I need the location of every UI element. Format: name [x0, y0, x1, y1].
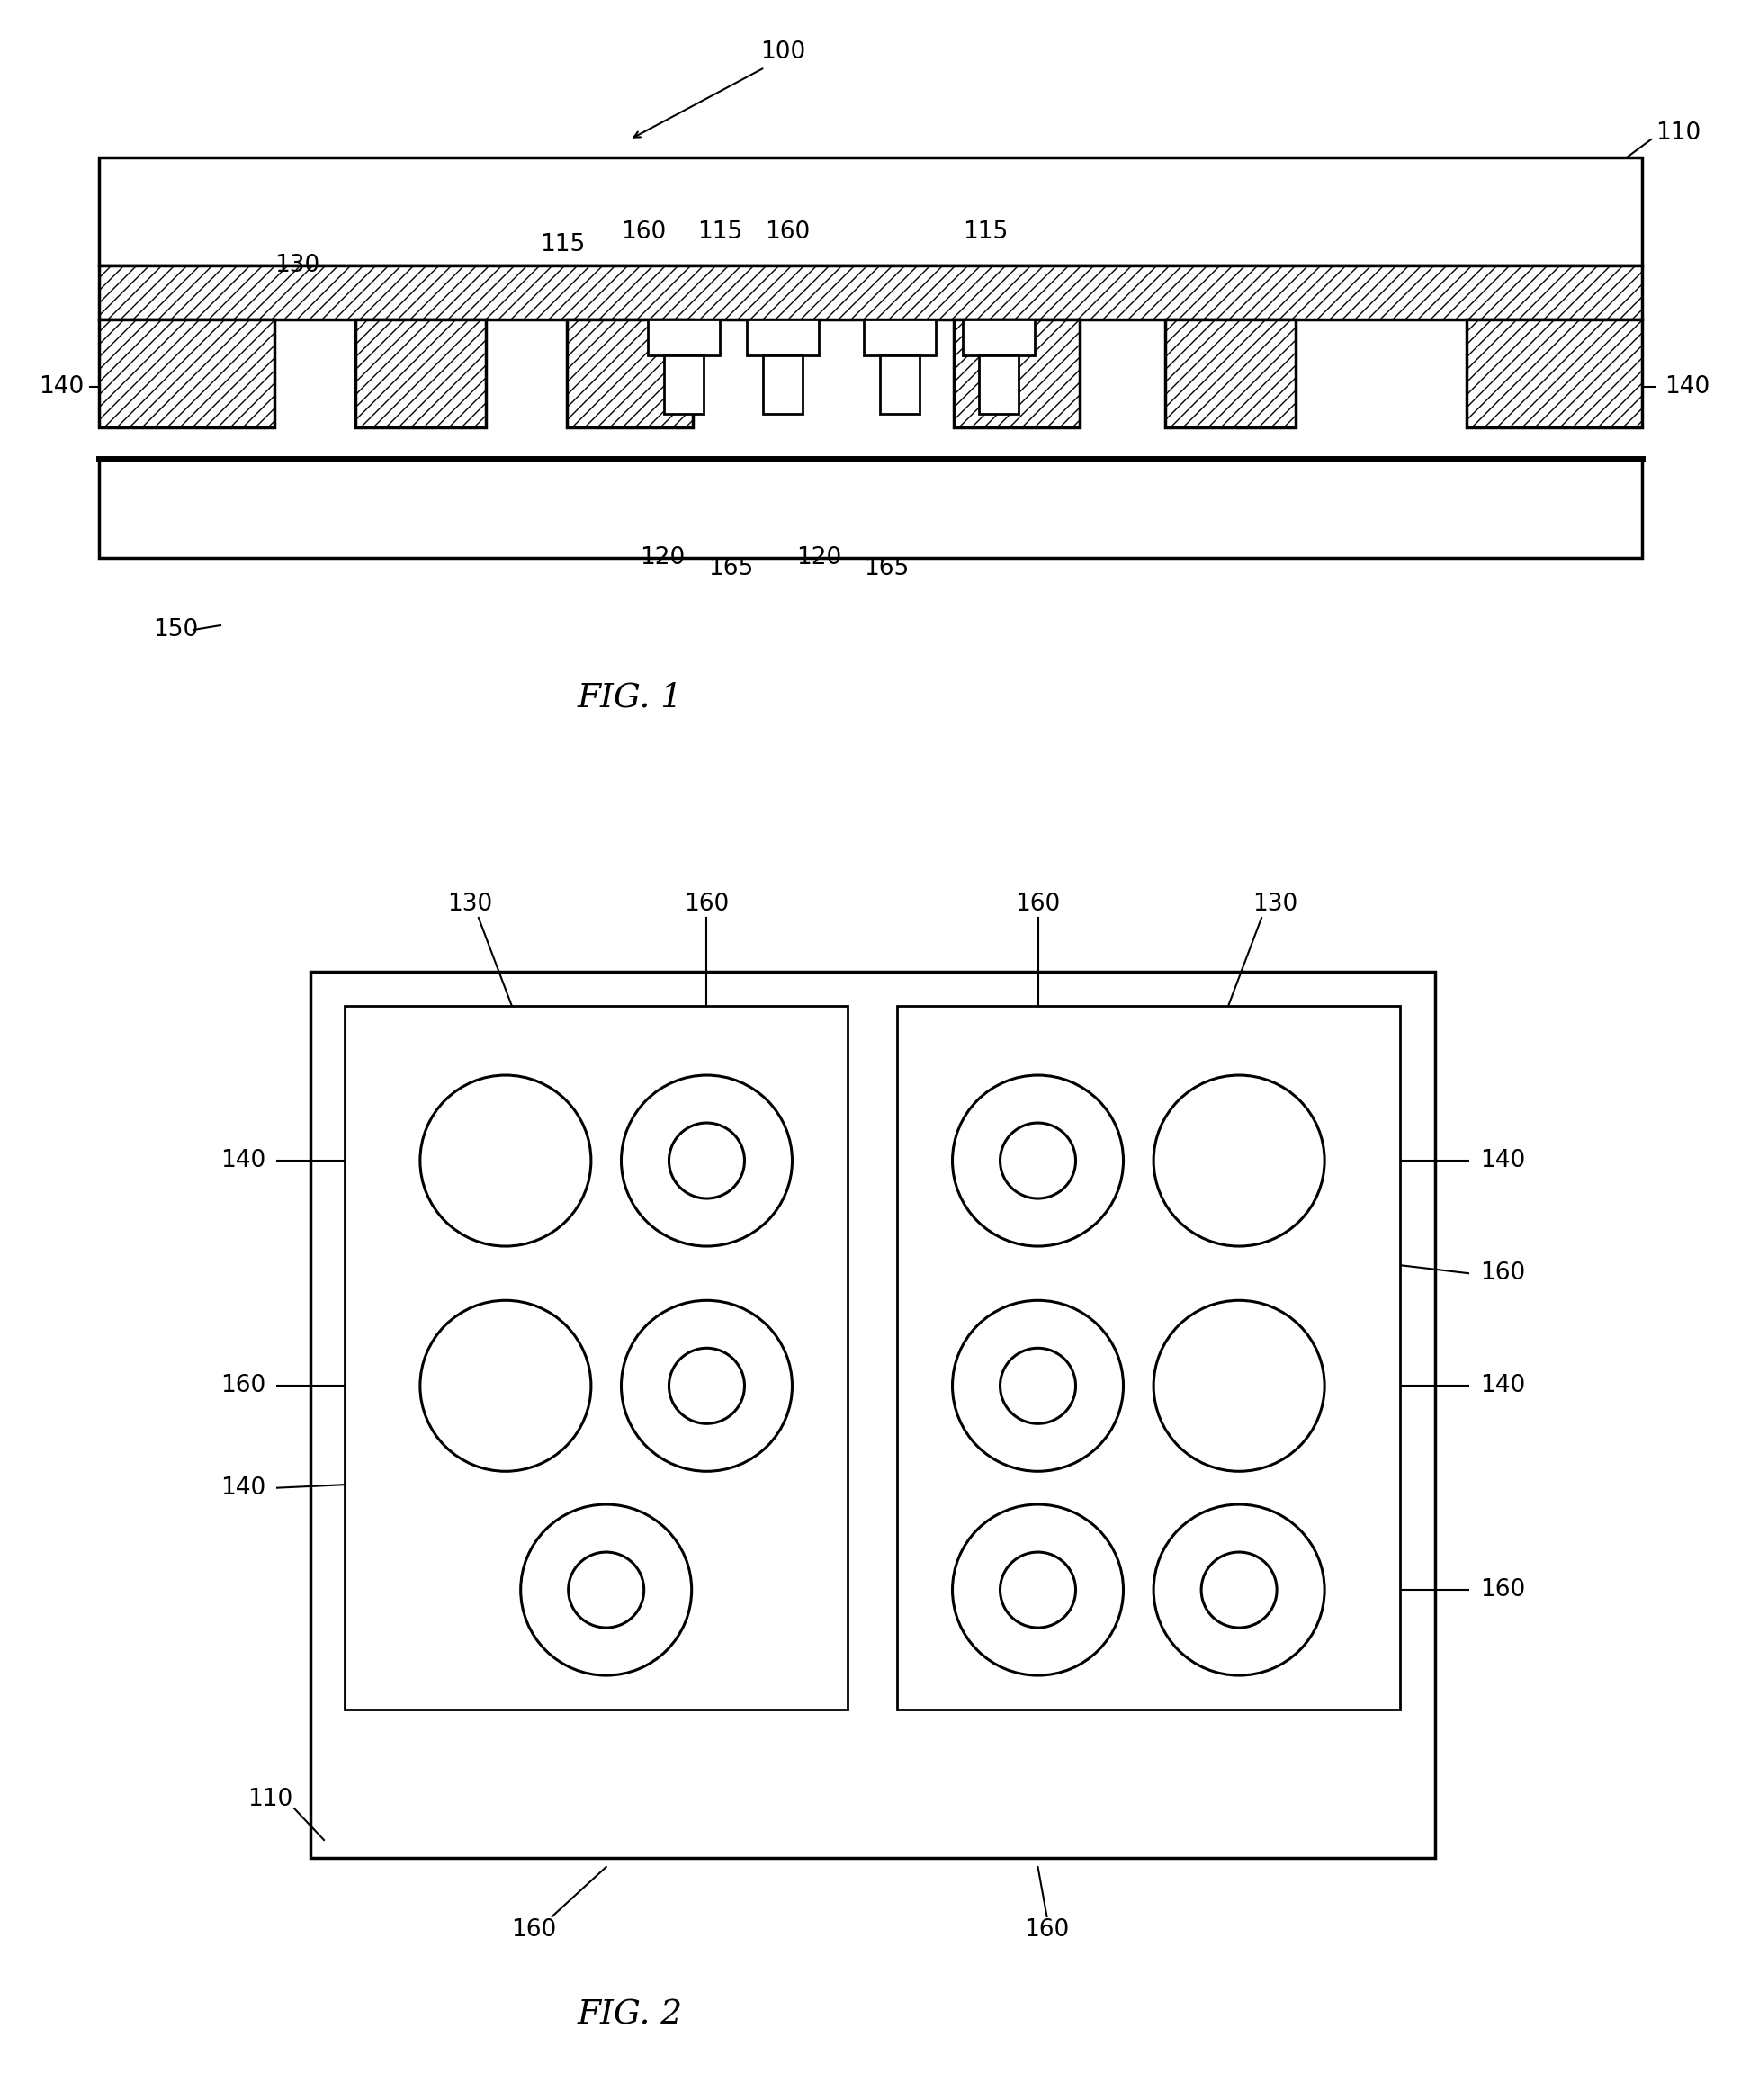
Bar	[897, 1006, 1400, 1709]
Text: 160: 160	[221, 1373, 266, 1399]
Bar	[1165, 319, 1295, 428]
Bar	[663, 355, 703, 414]
Circle shape	[622, 1300, 792, 1472]
Text: 160: 160	[764, 220, 810, 244]
Text: 100: 100	[761, 40, 806, 63]
Bar	[99, 158, 1642, 265]
Circle shape	[1154, 1504, 1325, 1676]
Text: FIG. 1: FIG. 1	[576, 680, 682, 714]
Text: 140: 140	[1480, 1149, 1525, 1172]
Circle shape	[420, 1075, 590, 1245]
Text: FIG. 2: FIG. 2	[576, 1999, 682, 2031]
Circle shape	[1154, 1300, 1325, 1472]
Text: 160: 160	[512, 1917, 557, 1942]
Text: 140: 140	[1664, 376, 1710, 399]
Circle shape	[999, 1124, 1076, 1199]
Bar	[99, 319, 275, 428]
Text: 110: 110	[1656, 122, 1701, 145]
Text: 160: 160	[684, 892, 729, 916]
Circle shape	[999, 1348, 1076, 1424]
Text: 120: 120	[639, 546, 684, 569]
Bar	[763, 355, 803, 414]
Circle shape	[1201, 1552, 1276, 1628]
Text: 140: 140	[38, 376, 84, 399]
Bar	[345, 1006, 848, 1709]
Text: 110: 110	[247, 1787, 292, 1810]
Circle shape	[521, 1504, 691, 1676]
Bar	[963, 319, 1034, 355]
Text: 140: 140	[221, 1149, 266, 1172]
Bar	[99, 265, 1642, 319]
Bar	[864, 319, 935, 355]
Bar	[1466, 319, 1642, 428]
Circle shape	[669, 1348, 745, 1424]
Circle shape	[952, 1300, 1123, 1472]
Text: 165: 165	[709, 556, 754, 580]
Text: 160: 160	[1480, 1262, 1525, 1285]
Text: 160: 160	[1015, 892, 1060, 916]
Bar	[568, 319, 693, 428]
Text: 115: 115	[963, 220, 1008, 244]
Text: 165: 165	[864, 556, 909, 580]
Bar	[310, 972, 1435, 1859]
Circle shape	[952, 1075, 1123, 1245]
Text: 150: 150	[153, 617, 198, 640]
Circle shape	[420, 1300, 590, 1472]
Circle shape	[669, 1124, 745, 1199]
Text: 115: 115	[540, 233, 585, 256]
Circle shape	[568, 1552, 644, 1628]
Circle shape	[952, 1504, 1123, 1676]
Circle shape	[999, 1552, 1076, 1628]
Text: 160: 160	[1480, 1579, 1525, 1602]
Text: 160: 160	[622, 220, 665, 244]
Bar	[978, 355, 1018, 414]
Bar	[954, 319, 1079, 428]
Circle shape	[622, 1075, 792, 1245]
Text: 130: 130	[1252, 892, 1297, 916]
Text: 160: 160	[1024, 1917, 1069, 1942]
Text: 130: 130	[275, 254, 320, 277]
Text: 120: 120	[796, 546, 841, 569]
Text: 130: 130	[447, 892, 493, 916]
Bar	[747, 319, 818, 355]
Text: 115: 115	[696, 220, 742, 244]
Text: 140: 140	[1480, 1373, 1525, 1399]
Circle shape	[1154, 1075, 1325, 1245]
Bar	[99, 460, 1642, 559]
Bar	[648, 319, 719, 355]
Bar	[355, 319, 486, 428]
Bar	[879, 355, 919, 414]
Text: 140: 140	[221, 1476, 266, 1499]
